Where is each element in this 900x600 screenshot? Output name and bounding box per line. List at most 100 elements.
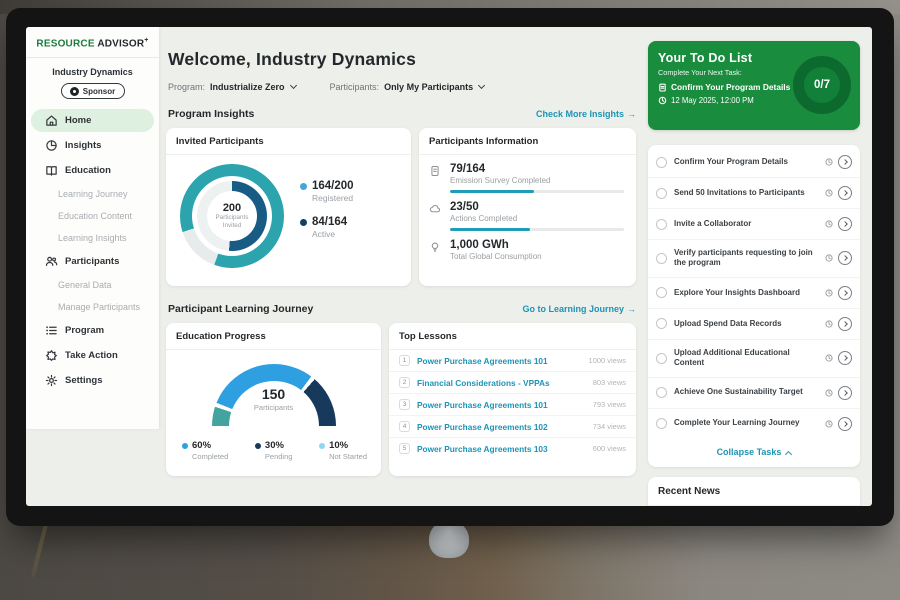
sidebar-item-settings[interactable]: Settings — [31, 369, 154, 392]
todo-task-row[interactable]: Upload Additional Educational Content — [648, 338, 860, 377]
todo-task-row[interactable]: Achieve One Sustainability Target — [648, 376, 860, 408]
donut-center: 200 Participants Invited — [180, 164, 284, 268]
program-dropdown[interactable]: Program: Industrialize Zero — [168, 81, 297, 92]
task-go-button[interactable] — [838, 186, 852, 200]
legend-label: Active — [312, 229, 336, 239]
sidebar-item-manage-participants[interactable]: Manage Participants — [31, 297, 154, 317]
recent-news-card: Recent News — [648, 476, 860, 506]
task-label: Send 50 Invitations to Participants — [674, 187, 805, 197]
sidebar-item-insights[interactable]: Insights — [31, 134, 154, 157]
check-more-insights-link[interactable]: Check More Insights → — [536, 109, 636, 119]
participants-information-card: Participants Information 79/164 Emission… — [419, 128, 636, 286]
task-go-button[interactable] — [838, 385, 852, 400]
gauge-center-label: Participants — [253, 403, 294, 412]
sidebar: RESOURCE ADVISOR+ Industry Dynamics Spon… — [26, 27, 159, 429]
sidebar-item-learning-insights[interactable]: Learning Insights — [31, 228, 154, 248]
task-checkbox[interactable] — [656, 156, 667, 168]
task-checkbox[interactable] — [656, 218, 667, 230]
monitor-stand — [429, 520, 469, 558]
sidebar-program-name: Industry Dynamics — [52, 67, 133, 78]
legend-item: 164/200 Registered — [300, 180, 354, 203]
progress-fill — [450, 190, 534, 193]
clipboard-icon — [659, 83, 666, 92]
top-lessons-card: Top Lessons 1 Power Purchase Agreements … — [389, 323, 636, 476]
legend-item: 60% Completed — [182, 440, 228, 461]
sidebar-item-label: Participants — [65, 256, 120, 268]
task-go-button[interactable] — [838, 351, 852, 366]
todo-progress-value: 0/7 — [814, 79, 830, 91]
todo-task-row[interactable]: Invite a Collaborator — [648, 208, 860, 239]
task-go-button[interactable] — [838, 416, 852, 431]
sidebar-item-label: Insights — [65, 140, 102, 152]
participants-dropdown[interactable]: Participants: Only My Participants — [330, 81, 486, 92]
gauge-center: 150 Participants — [212, 386, 336, 412]
todo-task-row[interactable]: Verify participants requesting to join t… — [648, 239, 860, 277]
task-checkbox[interactable] — [656, 287, 667, 299]
lesson-rank: 5 — [399, 443, 410, 454]
chevron-up-icon — [785, 450, 793, 458]
card-title: Invited Participants — [166, 128, 411, 155]
task-checkbox[interactable] — [656, 418, 667, 430]
todo-task-row[interactable]: Confirm Your Program Details — [648, 147, 860, 177]
dashboard-screen: RESOURCE ADVISOR+ Industry Dynamics Spon… — [26, 27, 872, 506]
program-icon — [45, 324, 58, 337]
sidebar-item-label: Learning Journey — [58, 189, 128, 200]
sidebar-item-program[interactable]: Program — [31, 319, 154, 342]
todo-next-task: Confirm Your Program Details — [658, 82, 850, 92]
card-title: Participants Information — [419, 128, 636, 155]
lesson-link[interactable]: Financial Considerations - VPPAs — [417, 377, 550, 388]
sidebar-item-education-content[interactable]: Education Content — [31, 206, 154, 226]
page-title: Welcome, Industry Dynamics — [168, 49, 417, 69]
todo-task-row[interactable]: Send 50 Invitations to Participants — [648, 177, 860, 208]
sidebar-item-take-action[interactable]: Take Action — [31, 344, 154, 367]
task-go-button[interactable] — [838, 316, 852, 331]
legend-item: 30% Pending — [254, 440, 292, 461]
todo-title: Your To Do List — [658, 51, 753, 65]
sponsor-badge: Sponsor — [60, 83, 125, 100]
lesson-views: 600 — [592, 444, 606, 453]
lesson-link[interactable]: Power Purchase Agreements 102 — [417, 421, 548, 432]
todo-task-row[interactable]: Complete Your Learning Journey — [648, 407, 860, 439]
task-go-button[interactable] — [838, 285, 852, 300]
sidebar-item-general-data[interactable]: General Data — [31, 275, 154, 295]
lesson-rank: 1 — [399, 355, 410, 366]
todo-time-label: 12 May 2025, 12:00 PM — [671, 96, 754, 105]
lesson-link[interactable]: Power Purchase Agreements 101 — [417, 355, 548, 366]
metric-value: 1,000 GWh — [450, 239, 509, 251]
task-go-button[interactable] — [838, 155, 852, 169]
sidebar-item-learning-journey[interactable]: Learning Journey — [31, 184, 154, 204]
lesson-row: 2 Financial Considerations - VPPAs 803 vi… — [389, 371, 636, 393]
legend-value: 60% — [192, 440, 212, 451]
views-suffix: views — [607, 400, 626, 409]
collapse-tasks-link[interactable]: Collapse Tasks — [648, 439, 860, 463]
task-label: Verify participants requesting to join t… — [674, 248, 813, 268]
clock-icon — [825, 254, 833, 262]
go-to-learning-journey-link[interactable]: Go to Learning Journey → — [522, 304, 636, 314]
metric-label: Actions Completed — [450, 214, 518, 223]
sidebar-item-label: General Data — [58, 280, 112, 291]
sidebar-item-label: Education — [65, 165, 111, 177]
task-go-button[interactable] — [838, 251, 852, 266]
todo-task-row[interactable]: Explore Your Insights Dashboard — [648, 276, 860, 308]
sidebar-item-education[interactable]: Education — [31, 159, 154, 182]
lesson-link[interactable]: Power Purchase Agreements 103 — [417, 443, 548, 454]
legend-label: Registered — [312, 193, 354, 203]
todo-task-row[interactable]: Upload Spend Data Records — [648, 307, 860, 339]
lesson-link[interactable]: Power Purchase Agreements 101 — [417, 399, 548, 410]
chevron-down-icon — [478, 81, 486, 90]
task-checkbox[interactable] — [656, 252, 667, 264]
task-checkbox[interactable] — [656, 352, 667, 364]
task-checkbox[interactable] — [656, 387, 667, 399]
logo-advisor: ADVISOR — [97, 38, 145, 50]
task-checkbox[interactable] — [656, 187, 667, 199]
sidebar-item-home[interactable]: Home — [31, 109, 154, 133]
task-checkbox[interactable] — [656, 318, 667, 330]
lesson-rank: 4 — [399, 421, 410, 432]
metric-value: 23/50 — [450, 201, 479, 213]
task-go-button[interactable] — [838, 217, 852, 231]
sidebar-item-participants[interactable]: Participants — [31, 250, 154, 273]
invited-card-body: 200 Participants Invited 164/200 Registe… — [166, 155, 411, 268]
legend-value: 30% — [264, 440, 284, 451]
clock-icon — [825, 289, 833, 297]
sidebar-item-label: Home — [65, 115, 92, 127]
